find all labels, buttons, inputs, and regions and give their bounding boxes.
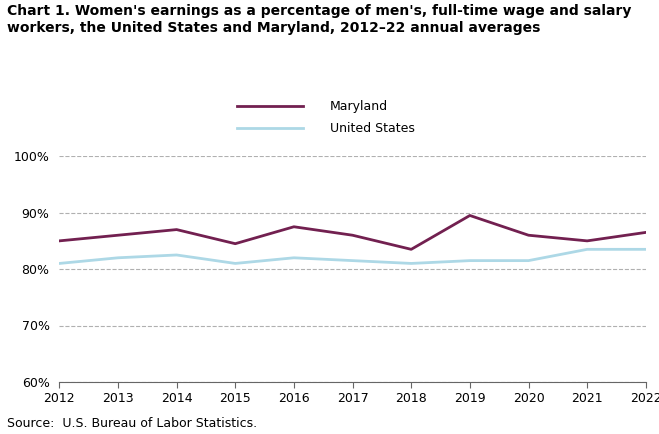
Maryland — [466, 213, 474, 218]
Maryland — [173, 227, 181, 232]
Line: Maryland: Maryland — [59, 215, 646, 249]
Maryland — [349, 233, 357, 238]
United States — [349, 258, 357, 263]
United States — [55, 261, 63, 266]
Maryland — [231, 241, 239, 246]
United States — [466, 258, 474, 263]
Text: Source:  U.S. Bureau of Labor Statistics.: Source: U.S. Bureau of Labor Statistics. — [7, 417, 257, 430]
United States — [407, 261, 415, 266]
Text: Maryland: Maryland — [330, 100, 387, 113]
Maryland — [290, 224, 298, 229]
Maryland — [642, 230, 650, 235]
United States — [642, 247, 650, 252]
Text: United States: United States — [330, 122, 415, 135]
United States — [114, 255, 122, 260]
United States — [231, 261, 239, 266]
Line: United States: United States — [59, 249, 646, 263]
Maryland — [407, 247, 415, 252]
Maryland — [114, 233, 122, 238]
United States — [583, 247, 591, 252]
United States — [525, 258, 532, 263]
Maryland — [583, 238, 591, 243]
Text: Chart 1. Women's earnings as a percentage of men's, full-time wage and salary
wo: Chart 1. Women's earnings as a percentag… — [7, 4, 631, 35]
United States — [173, 252, 181, 257]
Maryland — [525, 233, 532, 238]
Maryland — [55, 238, 63, 243]
United States — [290, 255, 298, 260]
